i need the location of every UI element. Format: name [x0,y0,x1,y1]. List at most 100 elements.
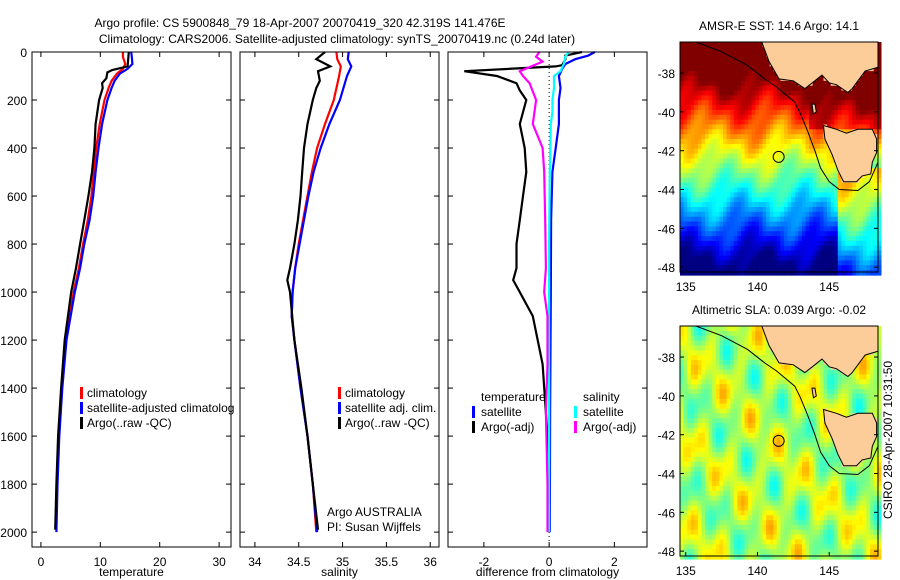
map-cell [873,211,878,218]
map-cell [837,211,842,218]
map-cell [701,143,706,150]
map-cell [877,260,882,266]
map-cell [848,109,853,116]
map-cell [773,355,778,361]
map-cell [755,51,760,58]
map-cell [744,109,749,116]
map-cell [723,80,728,87]
map-cell [715,270,721,276]
map-cell [697,476,703,482]
map-cell [762,413,767,419]
map-cell [744,143,749,150]
map-cell [701,524,706,531]
map-cell [766,345,771,351]
map-cell [741,413,746,419]
map-cell [744,51,749,58]
map-cell [723,524,728,531]
map-cell [780,134,785,140]
map-cell [769,427,774,434]
map-cell [766,520,771,526]
map-cell [780,270,785,276]
map-cell [827,432,832,439]
map-cell [834,231,839,237]
map-cell [751,529,756,536]
map-cell [780,369,785,376]
map-cell [784,442,789,448]
map-cell [855,85,860,92]
map-cell [776,163,781,169]
map-cell [708,355,713,361]
map-cell [748,134,753,140]
map-cell [694,245,699,252]
map-cell [823,524,828,531]
map-cell [715,476,721,482]
map-cell [683,379,688,385]
map-cell [741,554,746,560]
map-cell [773,461,778,468]
map-cell [823,515,828,521]
map-cell [751,457,756,463]
map-cell [794,148,799,155]
map-cell [791,105,796,111]
map-cell [819,539,825,545]
map-cell [680,520,685,526]
map-cell [741,491,746,497]
map-cell [708,139,713,145]
map-cell [762,143,767,150]
map-cell [708,46,713,53]
map-cell [766,360,771,366]
map-cell [733,500,738,507]
map-cell [719,491,724,497]
map-cell [723,442,728,448]
map-cell [787,177,792,184]
map-cell [776,134,781,140]
map-cell [741,231,746,237]
map-cell [819,398,825,405]
map-cell [737,250,742,257]
map-cell [683,51,688,58]
map-cell [683,539,688,545]
map-cell [697,95,703,101]
map-cell [780,90,785,96]
map-cell [748,100,753,106]
map-cell [873,66,878,72]
map-cell [687,221,692,227]
map-cell [708,240,713,247]
map-cell [812,437,817,444]
map-cell [680,168,685,174]
map-cell [848,90,853,96]
map-cell [687,207,692,213]
map-cell [819,481,825,487]
map-cell [758,486,764,492]
map-cell [733,51,738,58]
map-cell [680,345,685,351]
map-cell [719,158,724,164]
map-cell [823,85,828,92]
map-cell [823,270,828,276]
map-cell [769,211,774,218]
map-cell [697,61,703,67]
map-cell [773,408,778,414]
map-cell [733,539,738,545]
map-cell [751,403,756,410]
map-cell [755,187,760,194]
map-cell [830,554,835,560]
map-cell [830,515,835,521]
map-cell [726,71,731,77]
map-cell [733,461,738,468]
map-cell [744,442,749,448]
map-cell [730,505,735,511]
map-cell [773,202,778,208]
map-cell [809,85,814,92]
map-cell [683,80,688,87]
x-tick-label: 20 [153,555,167,569]
map-cell [823,226,828,232]
map-cell [758,66,764,72]
map-cell [719,432,724,439]
map-cell [823,163,828,169]
map-cell [762,423,767,429]
map-cell [690,42,695,48]
map-cell [715,389,721,395]
map-cell [690,403,695,410]
map-cell [751,471,756,478]
